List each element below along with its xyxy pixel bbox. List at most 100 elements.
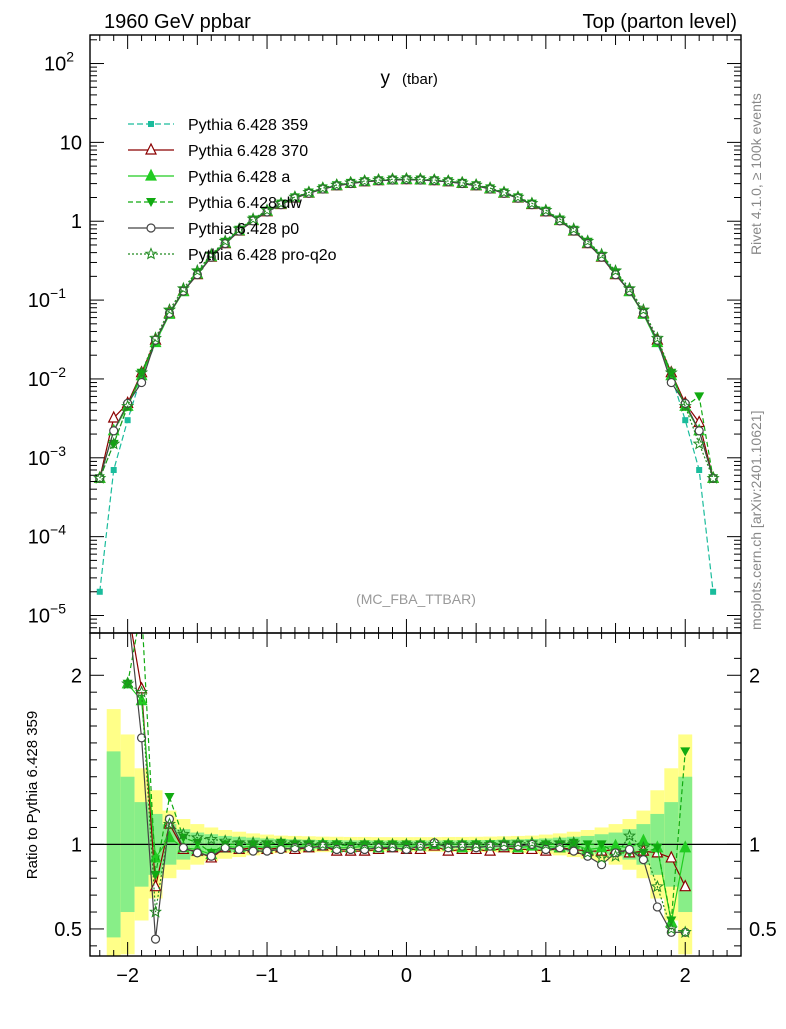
ratio-series-marker	[134, 685, 149, 698]
series-marker	[650, 331, 664, 344]
y-tick-label-exponent: 2	[66, 49, 74, 65]
ratio-y-tick-label-right: 1	[749, 834, 760, 856]
series-marker	[372, 173, 386, 186]
ratio-series-marker	[386, 837, 399, 850]
x-tick-label: −1	[256, 965, 279, 987]
ratio-series-marker	[260, 835, 274, 849]
ratio-series-marker	[652, 843, 663, 853]
ratio-series-marker	[497, 835, 511, 849]
ratio-series-marker	[441, 837, 455, 850]
legend-label: Pythia 6.428 a	[188, 169, 290, 186]
legend-marker	[146, 223, 156, 233]
series-marker	[497, 185, 511, 198]
series-marker	[636, 303, 651, 316]
series-marker	[346, 178, 356, 189]
series-marker	[232, 222, 246, 235]
series-marker	[246, 212, 260, 225]
ratio-series-marker	[553, 835, 567, 849]
x-axis-tick-labels: −2 −1 0 1 2	[116, 965, 691, 987]
ratio-series-marker	[232, 835, 246, 849]
y-tick-label-base: 1	[71, 211, 82, 233]
ratio-series-marker	[569, 846, 579, 856]
legend-marker	[148, 121, 154, 127]
series-marker	[694, 392, 705, 402]
series-marker	[288, 190, 302, 203]
ratio-series-marker	[246, 835, 260, 849]
ratio-series-marker	[581, 845, 595, 859]
series-marker	[427, 173, 441, 186]
series-marker	[429, 176, 439, 186]
legend: Pythia 6.428 359 Pythia 6.428 370 Pythia 6…	[128, 117, 337, 264]
ratio-series-marker	[525, 835, 539, 849]
series-marker	[511, 190, 525, 203]
ratio-series-marker	[136, 733, 147, 743]
series-marker	[218, 234, 232, 247]
header-right-title: Top (parton level)	[582, 11, 737, 33]
series-marker	[121, 399, 135, 412]
ratio-series-marker	[624, 844, 635, 855]
ratio-series-marker	[666, 916, 677, 926]
ratio-plot-frame	[89, 632, 742, 957]
legend-marker	[145, 168, 157, 181]
ratio-series-marker	[511, 835, 525, 849]
ratio-series-marker	[176, 827, 190, 840]
legend-marker	[144, 247, 158, 260]
ratio-series-marker	[678, 925, 692, 938]
ratio-series-marker	[302, 835, 316, 849]
y-tick-label: 102	[44, 49, 74, 76]
series-marker	[107, 437, 121, 450]
y-tick-label-exponent: −5	[50, 601, 66, 617]
legend-marker	[146, 198, 156, 207]
y-tick-label: 10−5	[28, 601, 66, 628]
ratio-y-tick-label-left: 1	[71, 834, 82, 856]
y-tick-label-exponent: −2	[50, 364, 66, 380]
series-marker	[553, 212, 567, 225]
series-marker	[609, 263, 623, 277]
ratio-y-tick-label-left: 0.5	[54, 919, 82, 941]
legend-label: Pythia 6.428 370	[188, 143, 308, 160]
ratio-series-marker	[372, 837, 386, 850]
series-marker	[710, 588, 717, 595]
series-marker	[260, 203, 274, 216]
ratio-series-marker	[123, 602, 133, 612]
ratio-series-line	[129, 633, 686, 940]
series-marker	[107, 410, 120, 423]
ratio-series-marker	[622, 829, 636, 842]
y-tick-label: 10	[60, 132, 82, 154]
series-marker	[581, 234, 595, 247]
ratio-series-marker	[567, 835, 581, 849]
series-line	[99, 178, 714, 479]
series-marker	[373, 176, 384, 186]
ratio-series-marker	[124, 604, 132, 612]
ratio-series-marker	[262, 846, 272, 856]
ratio-series-marker	[135, 693, 148, 706]
plot-title-suffix: (tbar)	[402, 71, 438, 88]
series-marker	[136, 377, 147, 388]
legend-label: Pythia 6.428 pro-q2o	[188, 247, 337, 264]
ratio-series-marker	[610, 848, 621, 858]
ratio-y-tick-label-right: 2	[749, 665, 760, 687]
legend-label: Pythia 6.428 359	[188, 117, 308, 134]
x-tick-label: 2	[680, 965, 691, 987]
series-marker	[694, 426, 704, 436]
ratio-series-marker	[178, 843, 188, 853]
series-marker	[344, 175, 358, 189]
series-marker	[413, 172, 427, 185]
ratio-series-marker	[596, 840, 607, 850]
x-tick-label: −2	[116, 965, 139, 987]
ratio-series-line	[127, 683, 686, 933]
ratio-series-marker	[399, 837, 414, 850]
series-marker	[696, 467, 703, 474]
ratio-series-marker	[679, 840, 692, 853]
series-marker	[692, 437, 706, 450]
ratio-series-marker	[218, 834, 232, 847]
series-marker	[469, 178, 483, 191]
series-marker	[176, 281, 190, 295]
ratio-series-marker	[137, 604, 147, 613]
ratio-series-marker	[652, 902, 662, 912]
y-tick-label: 10−2	[28, 364, 66, 391]
ratio-series-line	[127, 683, 686, 923]
y-tick-label-base: 10	[28, 290, 50, 312]
ratio-series-marker	[358, 837, 372, 850]
legend-marker	[145, 142, 157, 155]
